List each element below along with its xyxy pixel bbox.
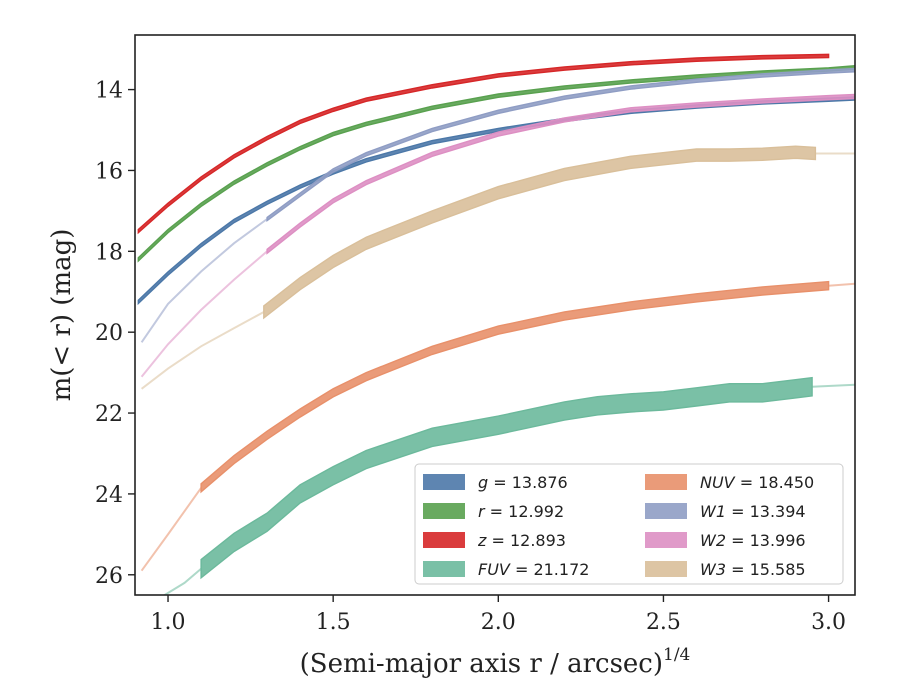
series-w1 — [140, 67, 855, 343]
legend-item-nuv: NUV = 18.450 — [645, 473, 814, 492]
legend-label: g = 13.876 — [478, 473, 568, 492]
series-w1-band — [266, 67, 855, 222]
series-z-band — [137, 53, 830, 235]
legend-swatch — [645, 474, 687, 490]
series-layer — [137, 53, 855, 595]
x-tick-label: 1.0 — [151, 610, 186, 635]
x-tick-label: 3.0 — [811, 610, 846, 635]
legend-label: W3 = 15.585 — [700, 560, 806, 579]
legend-label: W2 = 13.996 — [700, 531, 806, 550]
ticks-layer: 1.0 1.5 2.0 2.5 3.0 14 16 18 20 22 24 26 — [95, 79, 846, 635]
legend-swatch — [645, 532, 687, 548]
y-tick-label: 16 — [95, 159, 123, 184]
legend-swatch — [645, 561, 687, 577]
legend-item-w1: W1 = 13.394 — [645, 502, 806, 521]
plot-frame — [134, 34, 856, 596]
legend-swatch — [423, 561, 465, 577]
x-tick-label: 1.5 — [316, 610, 351, 635]
series-nuv-band — [200, 280, 830, 494]
x-tick-label: 2.5 — [646, 610, 681, 635]
series-w3-extrapolation-inner — [140, 311, 265, 390]
series-fuv-band — [200, 376, 813, 580]
legend-item-w3: W3 = 15.585 — [645, 560, 806, 579]
series-w3-band — [263, 145, 817, 320]
legend-box — [414, 463, 844, 585]
series-w2 — [140, 93, 855, 378]
series-nuv — [140, 280, 855, 572]
y-tick-label: 22 — [95, 402, 123, 427]
legend-item-z: z = 12.893 — [423, 531, 566, 550]
x-axis-label: (Semi-major axis r / arcsec)1/4 — [300, 645, 691, 679]
legend-label-value: = 13.394 — [726, 502, 806, 521]
series-fuv-extrapolation-inner — [162, 567, 202, 595]
series-z — [137, 53, 830, 235]
legend-label-band: FUV — [478, 560, 511, 579]
series-w2-extrapolation-inner — [140, 250, 268, 378]
y-tick-label: 18 — [95, 240, 123, 265]
legend-label-band: W1 — [700, 502, 726, 521]
y-tick-label: 24 — [95, 483, 123, 508]
series-w3 — [140, 145, 855, 390]
series-nuv-extrapolation-outer — [828, 282, 855, 287]
legend-label-value: = 18.450 — [735, 473, 815, 492]
legend-label-band: r — [478, 502, 486, 521]
legend-label-value: = 12.893 — [486, 531, 566, 550]
legend-item-w2: W2 = 13.996 — [645, 531, 806, 550]
legend-label-band: z — [477, 531, 487, 550]
series-r-band — [137, 64, 855, 263]
legend-label-value: = 12.992 — [485, 502, 565, 521]
series-w1-extrapolation-inner — [140, 218, 268, 343]
series-r — [137, 64, 855, 263]
legend-label-band: NUV — [700, 473, 736, 492]
legend-label: FUV = 21.172 — [478, 560, 589, 579]
legend-item-fuv: FUV = 21.172 — [423, 560, 589, 579]
legend-label-value: = 13.996 — [726, 531, 806, 550]
legend-swatch — [645, 503, 687, 519]
legend-item-g: g = 13.876 — [423, 473, 568, 492]
x-axis-label-superscript: 1/4 — [663, 645, 690, 665]
legend-label-value: = 15.585 — [726, 560, 806, 579]
series-nuv-extrapolation-inner — [140, 487, 202, 572]
legend-label-band: W2 — [700, 531, 726, 550]
legend-label: r = 12.992 — [478, 502, 564, 521]
series-g-band — [137, 96, 855, 306]
x-tick-label: 2.0 — [481, 610, 516, 635]
legend-label-value: = 13.876 — [488, 473, 568, 492]
series-w2-band — [266, 93, 855, 255]
series-fuv — [162, 376, 855, 595]
y-axis-label: m(< r) (mag) — [47, 229, 77, 402]
legend-swatch — [423, 532, 465, 548]
legend-swatch — [423, 503, 465, 519]
y-tick-label: 20 — [95, 321, 123, 346]
series-g — [137, 96, 855, 306]
legend-label: z = 12.893 — [477, 531, 566, 550]
legend-label: W1 = 13.394 — [700, 502, 806, 521]
legend-label-band: g — [478, 473, 488, 492]
legend-item-r: r = 12.992 — [423, 502, 564, 521]
legend-label-value: = 21.172 — [510, 560, 590, 579]
legend-swatch — [423, 474, 465, 490]
y-tick-label: 14 — [95, 79, 123, 104]
legend-label: NUV = 18.450 — [700, 473, 814, 492]
y-tick-label: 26 — [95, 564, 123, 589]
series-fuv-extrapolation-outer — [812, 383, 855, 388]
legend-label-band: W3 — [700, 560, 726, 579]
